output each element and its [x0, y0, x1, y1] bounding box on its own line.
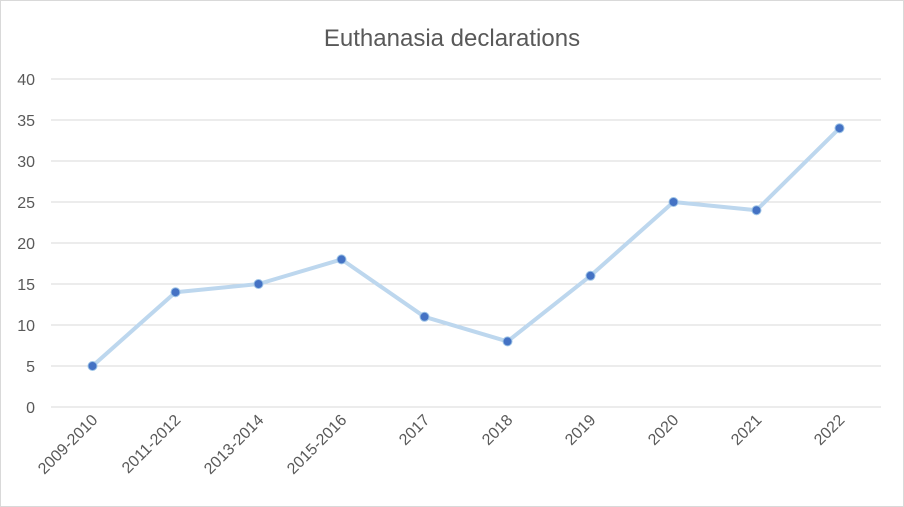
x-tick-label: 2021: [728, 412, 765, 449]
y-tick-label: 40: [17, 72, 35, 89]
data-point: [253, 279, 264, 289]
data-point: [419, 311, 430, 322]
x-tick-label: 2018: [479, 412, 516, 449]
y-tick-label: 15: [17, 277, 35, 294]
data-point: [502, 336, 513, 347]
y-tick-label: 20: [17, 236, 35, 253]
y-tick-label: 30: [17, 154, 35, 171]
x-tick-label: 2013-2014: [201, 412, 267, 478]
x-tick-label: 2015-2016: [284, 412, 350, 478]
x-axis-ticks: 2009-2010 2011-2012 2013-2014 2015-2016 2017…: [35, 412, 848, 478]
y-axis-ticks: 0 5 10 15 20 25 30 35 40: [17, 72, 35, 417]
x-tick-label: 2011-2012: [119, 412, 184, 477]
x-tick-label: 2009-2010: [35, 412, 101, 478]
x-tick-label: 2022: [811, 412, 848, 449]
x-tick-label: 2017: [396, 412, 433, 449]
data-point: [336, 254, 347, 265]
data-point: [834, 123, 845, 134]
y-tick-label: 10: [17, 318, 35, 335]
series-line: [90, 126, 842, 368]
y-tick-label: 25: [17, 195, 35, 212]
y-tick-label: 35: [17, 113, 35, 130]
x-tick-label: 2019: [562, 412, 599, 449]
y-tick-label: 0: [26, 400, 35, 417]
chart-title: Euthanasia declarations: [324, 25, 580, 52]
series: [87, 123, 845, 371]
data-point: [585, 270, 596, 281]
data-point: [87, 361, 98, 371]
data-point: [170, 287, 181, 298]
x-tick-label: 2020: [645, 412, 682, 449]
gridlines: [51, 78, 881, 408]
data-point: [668, 197, 679, 207]
y-tick-label: 5: [26, 359, 35, 376]
data-point: [751, 205, 762, 216]
